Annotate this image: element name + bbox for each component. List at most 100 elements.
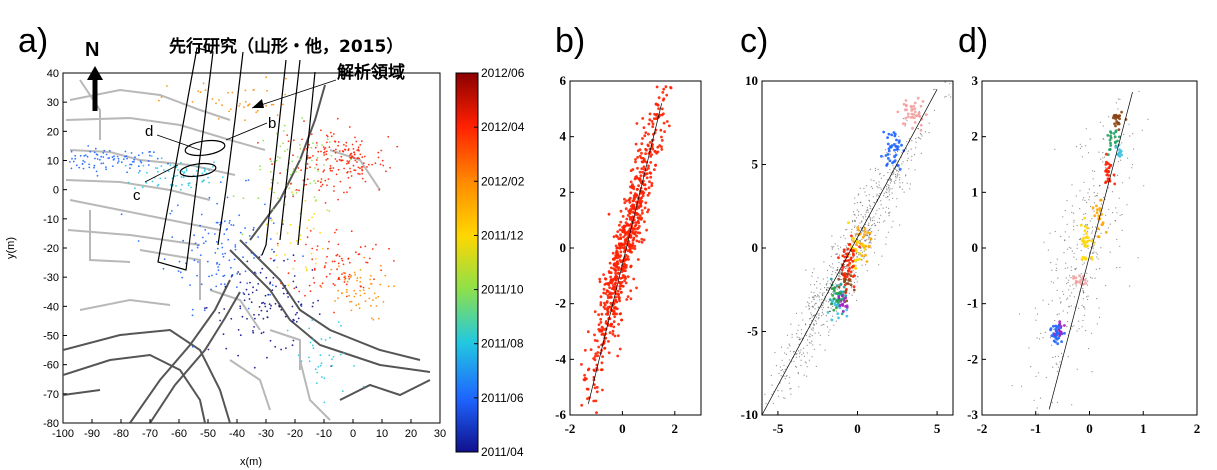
data-point <box>160 165 163 168</box>
data-point <box>239 273 241 275</box>
data-point <box>1137 257 1139 259</box>
data-point <box>815 323 818 325</box>
data-point <box>1054 148 1056 150</box>
data-point <box>332 133 335 135</box>
data-point <box>839 283 842 287</box>
data-point <box>1106 134 1110 137</box>
data-point <box>1060 352 1063 354</box>
data-point <box>783 375 785 377</box>
data-point <box>160 96 163 99</box>
data-point <box>901 152 903 154</box>
data-point <box>868 237 870 239</box>
data-point <box>1093 202 1095 204</box>
data-point <box>908 168 910 170</box>
data-point <box>645 228 648 232</box>
data-point <box>70 150 73 153</box>
data-point <box>301 117 304 119</box>
data-point <box>852 240 855 243</box>
data-point <box>315 142 318 144</box>
data-point <box>637 240 641 244</box>
data-point <box>1078 307 1080 309</box>
data-point <box>608 331 612 335</box>
data-point <box>283 259 285 262</box>
data-point <box>347 148 350 150</box>
data-point <box>618 280 622 284</box>
data-point <box>280 282 282 285</box>
x-tick-label: 5 <box>934 421 941 436</box>
data-point <box>855 234 857 236</box>
y-tick-label: -3 <box>967 407 978 422</box>
data-point <box>1083 262 1085 264</box>
y-tick-label: -20 <box>43 243 59 255</box>
data-point <box>371 248 374 250</box>
data-point <box>298 144 301 146</box>
data-point <box>822 313 824 315</box>
data-point <box>607 212 611 216</box>
data-point <box>903 191 905 193</box>
colorbar-tick-label: 2012/04 <box>481 120 525 134</box>
data-point <box>377 295 380 298</box>
data-point <box>205 306 208 309</box>
data-point <box>806 366 808 368</box>
data-point <box>191 249 193 252</box>
data-point <box>300 360 303 363</box>
data-point <box>788 382 790 384</box>
data-point <box>657 96 661 100</box>
data-point <box>332 167 335 169</box>
data-point <box>345 145 347 147</box>
data-point <box>627 223 630 227</box>
data-point <box>215 285 218 288</box>
data-point <box>812 305 814 307</box>
data-point <box>313 281 316 284</box>
data-point <box>289 223 292 226</box>
data-point <box>1091 371 1093 373</box>
data-point <box>310 146 313 149</box>
data-point <box>286 258 289 261</box>
data-point <box>605 312 608 316</box>
data-point <box>847 269 850 273</box>
data-point <box>1098 316 1101 318</box>
data-point <box>888 184 890 187</box>
data-point <box>211 274 213 277</box>
data-point <box>137 171 140 174</box>
data-point <box>798 386 800 388</box>
data-point <box>908 138 911 140</box>
data-point <box>282 103 284 106</box>
data-point <box>641 117 645 120</box>
data-point <box>612 325 616 329</box>
data-point <box>216 261 219 264</box>
data-point <box>876 209 878 211</box>
data-point <box>369 278 371 281</box>
data-point <box>266 310 268 313</box>
data-point <box>1083 244 1086 248</box>
data-point <box>858 245 861 249</box>
data-point <box>902 118 904 120</box>
data-point <box>353 289 356 292</box>
data-point <box>1079 143 1081 145</box>
data-point <box>843 274 847 278</box>
data-point <box>888 194 891 196</box>
data-point <box>629 204 633 208</box>
data-point <box>320 185 322 188</box>
data-point <box>1115 207 1117 209</box>
data-point <box>359 144 362 146</box>
data-point <box>279 172 281 175</box>
y-tick-label: -4 <box>555 351 566 366</box>
data-point <box>287 284 290 287</box>
y-tick-label: -40 <box>43 301 59 313</box>
data-point <box>615 312 618 316</box>
data-point <box>798 356 801 358</box>
data-point <box>828 331 830 333</box>
data-point <box>329 165 332 167</box>
data-point <box>1096 227 1100 231</box>
data-point <box>311 258 314 261</box>
data-point <box>603 301 606 305</box>
data-point <box>223 233 226 236</box>
data-point <box>867 224 869 226</box>
data-point <box>156 157 159 160</box>
data-point <box>1062 216 1064 218</box>
data-point <box>899 186 901 189</box>
data-point <box>293 275 296 277</box>
data-point <box>352 148 355 150</box>
data-point <box>322 164 325 166</box>
